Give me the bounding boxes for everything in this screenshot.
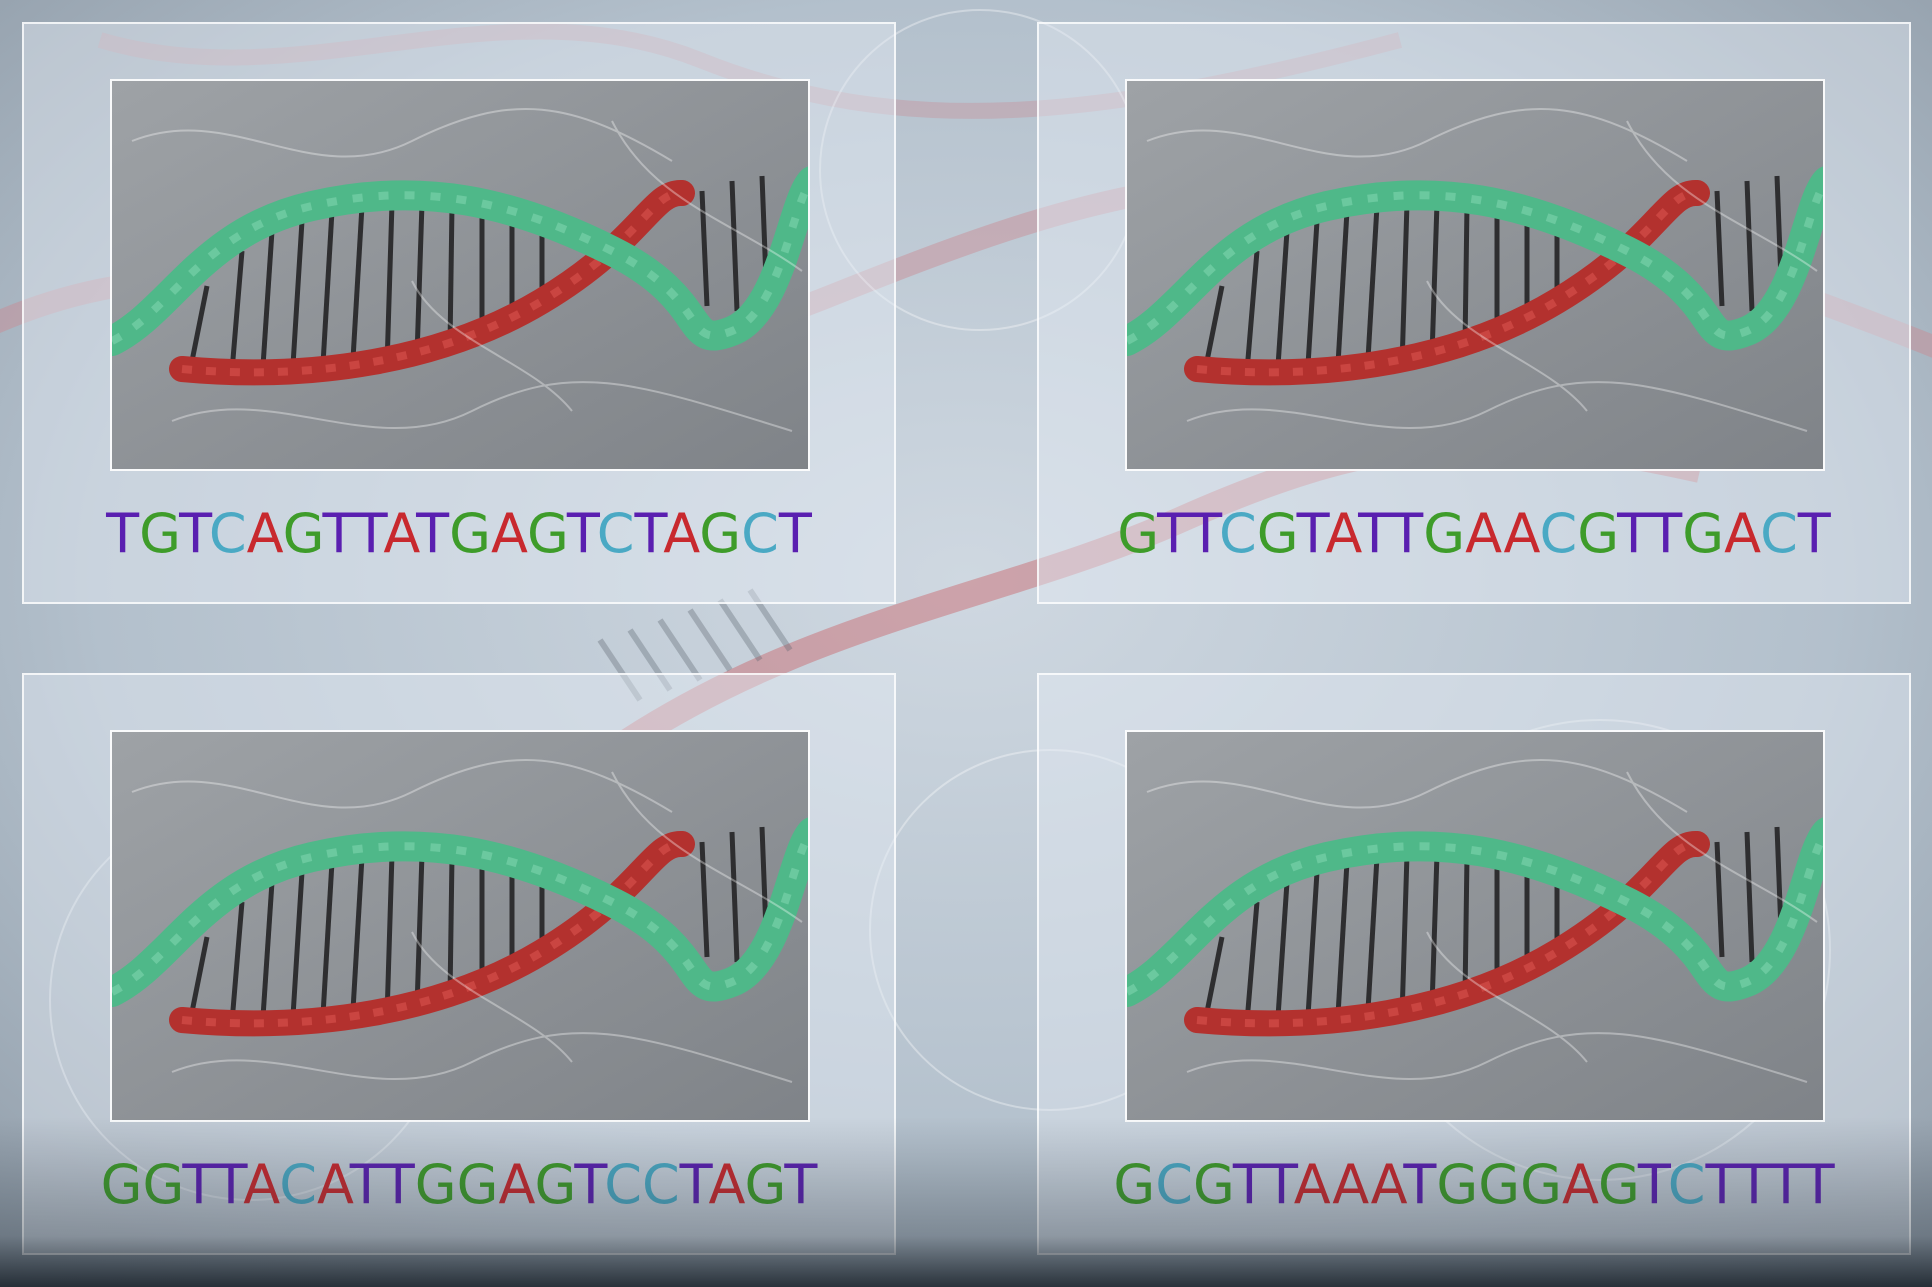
nucleotide-G: G (1192, 1153, 1233, 1216)
panel-top-right: GTTCGTATTGAACGTTGACT (1037, 22, 1911, 604)
nucleotide-T: T (214, 1153, 244, 1216)
nucleotide-T: T (416, 502, 450, 565)
nucleotide-T: T (1232, 1153, 1265, 1216)
nucleotide-C: C (741, 502, 779, 565)
nucleotide-A: A (1503, 502, 1540, 565)
nucleotide-T: T (1801, 1153, 1835, 1216)
nucleotide-G: G (744, 1153, 785, 1216)
nucleotide-T: T (566, 502, 597, 565)
nucleotide-G: G (1423, 502, 1466, 565)
nucleotide-A: A (1325, 502, 1359, 565)
nucleotide-G: G (449, 502, 491, 565)
nucleotide-T: T (1617, 502, 1650, 565)
dna-sequence-label: GGTTACATTGGAGTCCTAGT (24, 1153, 894, 1216)
dna-sequence-label: GTTCGTATTGAACGTTGACT (1039, 502, 1909, 565)
nucleotide-A: A (498, 1153, 535, 1216)
nucleotide-T: T (1637, 1153, 1668, 1216)
nucleotide-G: G (1577, 502, 1618, 565)
nucleotide-A: A (1293, 1153, 1333, 1216)
nucleotide-A: A (491, 502, 527, 565)
nucleotide-T: T (349, 1153, 382, 1216)
nucleotide-C: C (1760, 502, 1798, 565)
nucleotide-G: G (1520, 1153, 1562, 1216)
nucleotide-G: G (1256, 502, 1297, 565)
nucleotide-T: T (1189, 502, 1219, 565)
nucleotide-A: A (1724, 502, 1761, 565)
nucleotide-T: T (1390, 502, 1424, 565)
nucleotide-T: T (322, 502, 355, 565)
nucleotide-T: T (634, 502, 664, 565)
nucleotide-T: T (381, 1153, 415, 1216)
nucleotide-C: C (208, 502, 247, 565)
nucleotide-A: A (1332, 1153, 1371, 1216)
nucleotide-A: A (243, 1153, 280, 1216)
nucleotide-G: G (1117, 502, 1158, 565)
nucleotide-T: T (1705, 1153, 1738, 1216)
nucleotide-T: T (179, 502, 209, 565)
dna-sequence-label: GCGTTAAATGGGAGTCTTTT (1039, 1153, 1909, 1216)
nucleotide-C: C (1155, 1153, 1193, 1216)
nucleotide-G: G (527, 502, 567, 565)
nucleotide-G: G (456, 1153, 499, 1216)
nucleotide-C: C (1667, 1153, 1706, 1216)
nucleotide-T: T (1403, 1153, 1437, 1216)
nucleotide-T: T (1296, 502, 1326, 565)
nucleotide-T: T (679, 1153, 709, 1216)
nucleotide-T: T (1358, 502, 1391, 565)
nucleotide-G: G (1597, 1153, 1638, 1216)
nucleotide-T: T (1157, 502, 1190, 565)
nucleotide-T: T (1264, 1153, 1294, 1216)
nucleotide-G: G (534, 1153, 575, 1216)
nucleotide-T: T (1737, 1153, 1770, 1216)
nucleotide-G: G (1113, 1153, 1156, 1216)
nucleotide-T: T (1769, 1153, 1802, 1216)
dna-image (1125, 79, 1825, 471)
nucleotide-T: T (1649, 502, 1683, 565)
nucleotide-C: C (1218, 502, 1257, 565)
dna-image (1125, 730, 1825, 1122)
dna-sequence-label: TGTCAGTTATGAGTCTAGCT (24, 502, 894, 565)
nucleotide-T: T (784, 1153, 818, 1216)
nucleotide-A: A (1561, 1153, 1598, 1216)
nucleotide-G: G (282, 502, 323, 565)
nucleotide-G: G (142, 1153, 183, 1216)
dna-image (110, 730, 810, 1122)
nucleotide-G: G (1478, 1153, 1521, 1216)
nucleotide-A: A (246, 502, 283, 565)
nucleotide-T: T (354, 502, 384, 565)
nucleotide-T: T (106, 502, 140, 565)
nucleotide-A: A (663, 502, 700, 565)
nucleotide-A: A (316, 1153, 350, 1216)
nucleotide-G: G (139, 502, 180, 565)
nucleotide-A: A (708, 1153, 745, 1216)
nucleotide-G: G (414, 1153, 457, 1216)
nucleotide-T: T (182, 1153, 215, 1216)
nucleotide-C: C (604, 1153, 642, 1216)
panel-bottom-right: GCGTTAAATGGGAGTCTTTT (1037, 673, 1911, 1255)
nucleotide-G: G (699, 502, 742, 565)
nucleotide-C: C (641, 1153, 680, 1216)
nucleotide-G: G (1436, 1153, 1479, 1216)
nucleotide-C: C (1539, 502, 1578, 565)
nucleotide-A: A (1465, 502, 1504, 565)
dna-image (110, 79, 810, 471)
nucleotide-C: C (596, 502, 635, 565)
nucleotide-T: T (574, 1153, 605, 1216)
nucleotide-A: A (383, 502, 417, 565)
nucleotide-T: T (778, 502, 812, 565)
panel-bottom-left: GGTTACATTGGAGTCCTAGT (22, 673, 896, 1255)
nucleotide-A: A (1370, 1153, 1404, 1216)
nucleotide-T: T (1797, 502, 1831, 565)
nucleotide-G: G (1682, 502, 1725, 565)
nucleotide-G: G (100, 1153, 143, 1216)
nucleotide-C: C (279, 1153, 317, 1216)
panel-top-left: TGTCAGTTATGAGTCTAGCT (22, 22, 896, 604)
